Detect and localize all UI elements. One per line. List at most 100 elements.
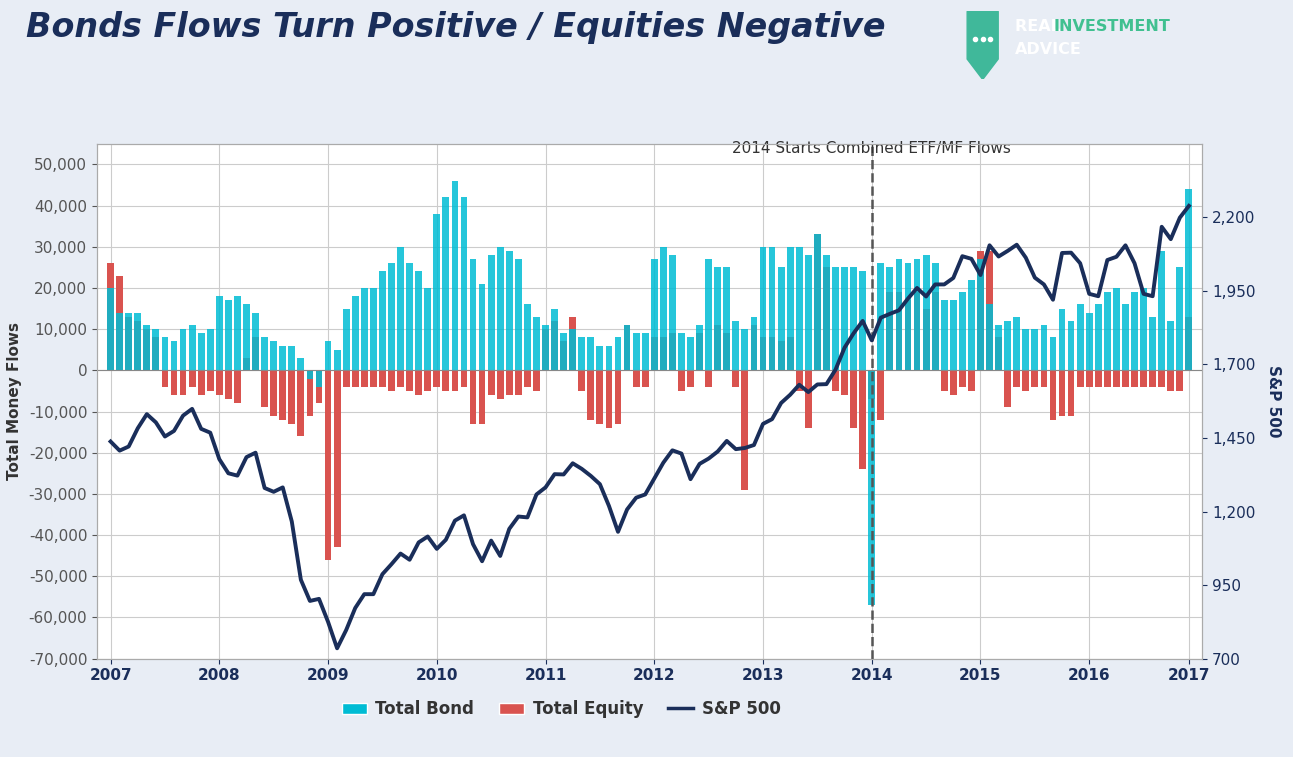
Bar [343, 309, 349, 370]
Bar [469, 370, 476, 424]
Bar [533, 316, 540, 370]
Bar [905, 301, 912, 370]
Bar [153, 338, 159, 370]
Bar [478, 370, 485, 424]
Bar [996, 325, 1002, 370]
Bar [786, 338, 794, 370]
Bar [225, 370, 231, 399]
Bar [1050, 370, 1056, 419]
Bar [162, 338, 168, 370]
Bar [878, 263, 884, 370]
Bar [678, 333, 685, 370]
Bar [243, 304, 250, 370]
Bar [978, 259, 984, 370]
Bar [270, 370, 277, 416]
Bar [959, 292, 966, 370]
Bar [1149, 370, 1156, 387]
Bar [442, 198, 449, 370]
Bar [786, 247, 794, 370]
Bar [198, 370, 204, 395]
Bar [252, 313, 259, 370]
Bar [225, 301, 231, 370]
Bar [750, 325, 758, 370]
Bar [397, 370, 403, 387]
Bar [542, 329, 550, 370]
Bar [714, 325, 721, 370]
Bar [1113, 370, 1120, 387]
Bar [1159, 251, 1165, 370]
Bar [723, 333, 731, 370]
Bar [587, 338, 595, 370]
Bar [1122, 304, 1129, 370]
Bar [442, 370, 449, 391]
Bar [659, 338, 667, 370]
Bar [668, 333, 676, 370]
Bar [551, 321, 559, 370]
Bar [451, 370, 458, 391]
Bar [334, 350, 340, 370]
Bar [234, 370, 240, 403]
Bar [1095, 370, 1102, 387]
Bar [687, 370, 694, 387]
Bar [959, 370, 966, 387]
Bar [279, 346, 286, 370]
Bar [950, 301, 957, 370]
Bar [623, 325, 631, 370]
Bar [824, 267, 830, 370]
Bar [107, 263, 114, 370]
Bar [914, 292, 921, 370]
Bar [815, 235, 821, 370]
Bar [388, 370, 394, 391]
Bar [1113, 288, 1120, 370]
Bar [914, 259, 921, 370]
Bar [614, 370, 622, 424]
Bar [1095, 304, 1102, 370]
Bar [478, 284, 485, 370]
Bar [978, 251, 984, 370]
Bar [107, 288, 114, 370]
S&P 500 [402, 555, 418, 564]
Bar [306, 370, 313, 416]
Bar [515, 259, 522, 370]
Bar [433, 213, 440, 370]
Bar [315, 370, 322, 403]
Bar [116, 313, 123, 370]
Text: 2014 Starts Combined ETF/MF Flows: 2014 Starts Combined ETF/MF Flows [732, 142, 1011, 156]
Bar [632, 333, 640, 370]
Line: S&P 500: S&P 500 [111, 206, 1188, 648]
Bar [252, 338, 259, 370]
Bar [732, 321, 740, 370]
Bar [343, 370, 349, 387]
Bar [1140, 288, 1147, 370]
Bar [923, 255, 930, 370]
Bar [533, 370, 540, 391]
Bar [297, 358, 304, 370]
Bar [869, 370, 875, 605]
Bar [596, 346, 604, 370]
Bar [1077, 370, 1084, 387]
Bar [796, 370, 803, 391]
Bar [397, 247, 403, 370]
Bar [1077, 304, 1084, 370]
Bar [1131, 292, 1138, 370]
Bar [415, 370, 422, 395]
S&P 500 [710, 447, 725, 456]
Bar [134, 321, 141, 370]
Bar [1186, 189, 1192, 370]
Bar [668, 255, 676, 370]
Bar [134, 313, 141, 370]
Bar [270, 341, 277, 370]
Bar [851, 267, 857, 370]
Bar [596, 370, 604, 424]
Text: INVESTMENT: INVESTMENT [1054, 19, 1170, 34]
Bar [288, 370, 295, 424]
Bar [732, 370, 740, 387]
Bar [987, 304, 993, 370]
Bar [487, 255, 494, 370]
Bar [623, 325, 631, 370]
Bar [1068, 370, 1074, 416]
Bar [741, 329, 749, 370]
Bar [968, 370, 975, 391]
Bar [379, 272, 385, 370]
Bar [1131, 370, 1138, 387]
